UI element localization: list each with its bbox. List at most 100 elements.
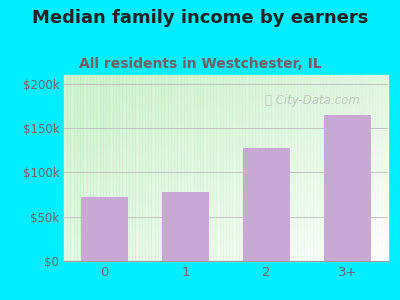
Bar: [324, 115, 371, 261]
Bar: [64, 75, 67, 261]
Bar: [64, 116, 388, 118]
Bar: [64, 244, 388, 246]
Bar: [200, 75, 203, 261]
Bar: [64, 138, 388, 140]
Bar: [64, 125, 388, 127]
Bar: [64, 79, 388, 81]
Bar: [64, 255, 388, 257]
Bar: [64, 241, 388, 242]
Bar: [64, 250, 388, 252]
Bar: [64, 101, 388, 103]
Bar: [343, 75, 346, 261]
Bar: [64, 118, 388, 120]
Bar: [190, 75, 194, 261]
Bar: [64, 129, 388, 131]
Bar: [93, 75, 96, 261]
Bar: [64, 106, 388, 109]
Bar: [64, 190, 388, 192]
Bar: [64, 94, 388, 95]
Bar: [64, 131, 388, 133]
Bar: [64, 162, 388, 164]
Bar: [223, 75, 226, 261]
Bar: [64, 259, 388, 261]
Bar: [64, 81, 388, 82]
Bar: [64, 233, 388, 235]
Bar: [385, 75, 388, 261]
Bar: [64, 202, 388, 203]
Bar: [213, 75, 216, 261]
Bar: [84, 75, 87, 261]
Bar: [152, 75, 155, 261]
Bar: [275, 75, 278, 261]
Bar: [64, 174, 388, 176]
Text: All residents in Westchester, IL: All residents in Westchester, IL: [79, 57, 321, 71]
Bar: [64, 157, 388, 159]
Bar: [126, 75, 129, 261]
Bar: [64, 181, 388, 183]
Bar: [64, 176, 388, 177]
Bar: [64, 224, 388, 226]
Bar: [64, 92, 388, 94]
Bar: [64, 211, 388, 213]
Bar: [64, 242, 388, 244]
Bar: [291, 75, 294, 261]
Bar: [64, 172, 388, 174]
Bar: [64, 213, 388, 214]
Bar: [64, 214, 388, 216]
Bar: [64, 151, 388, 153]
Bar: [64, 86, 388, 88]
Bar: [64, 203, 388, 205]
Bar: [268, 75, 271, 261]
Bar: [64, 239, 388, 241]
Bar: [129, 75, 132, 261]
Bar: [64, 149, 388, 151]
Bar: [365, 75, 368, 261]
Bar: [64, 120, 388, 122]
Bar: [162, 192, 209, 261]
Bar: [64, 185, 388, 187]
Bar: [333, 75, 336, 261]
Bar: [64, 97, 388, 99]
Bar: [210, 75, 213, 261]
Bar: [64, 136, 388, 138]
Bar: [64, 194, 388, 196]
Bar: [67, 75, 70, 261]
Bar: [232, 75, 236, 261]
Bar: [100, 75, 103, 261]
Bar: [64, 134, 388, 136]
Bar: [64, 123, 388, 125]
Bar: [300, 75, 304, 261]
Bar: [255, 75, 258, 261]
Bar: [375, 75, 378, 261]
Bar: [239, 75, 242, 261]
Bar: [64, 160, 388, 162]
Bar: [168, 75, 171, 261]
Bar: [382, 75, 385, 261]
Bar: [64, 110, 388, 112]
Bar: [339, 75, 343, 261]
Bar: [362, 75, 365, 261]
Bar: [64, 196, 388, 198]
Bar: [197, 75, 200, 261]
Bar: [281, 75, 284, 261]
Bar: [70, 75, 74, 261]
Bar: [294, 75, 297, 261]
Bar: [194, 75, 197, 261]
Bar: [368, 75, 372, 261]
Bar: [64, 144, 388, 146]
Text: Ⓜ City-Data.com: Ⓜ City-Data.com: [265, 94, 360, 106]
Bar: [64, 231, 388, 233]
Bar: [278, 75, 281, 261]
Bar: [326, 75, 330, 261]
Bar: [64, 227, 388, 230]
Bar: [64, 252, 388, 254]
Bar: [181, 75, 184, 261]
Bar: [64, 237, 388, 239]
Bar: [64, 207, 388, 209]
Bar: [74, 75, 77, 261]
Bar: [87, 75, 90, 261]
Bar: [171, 75, 174, 261]
Bar: [284, 75, 288, 261]
Bar: [138, 75, 142, 261]
Bar: [64, 112, 388, 114]
